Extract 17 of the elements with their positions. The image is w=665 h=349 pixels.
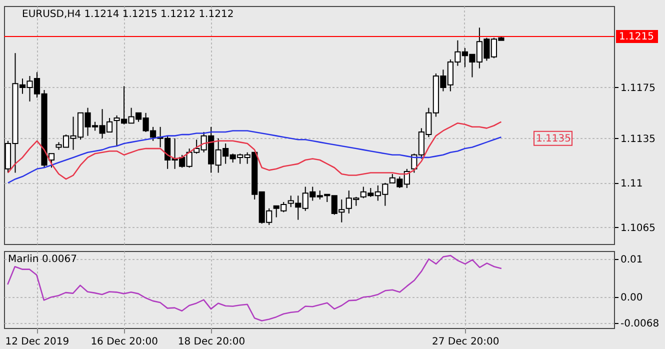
ref-line-label: 1.1215: [619, 32, 654, 43]
line-series: [7, 130, 502, 184]
y-tick-label: 0.00: [620, 292, 643, 304]
y-tick-label: 1.11: [620, 178, 643, 190]
y-tick-label: -0.0068: [620, 318, 660, 330]
x-tick-label: 16 Dec 20:00: [90, 336, 158, 348]
annotation: 1.1135: [536, 133, 571, 144]
chart-title: Marlin 0.0067: [8, 254, 77, 265]
y-tick-label: 1.1175: [620, 82, 656, 94]
line-series: [6, 254, 502, 322]
x-tick-label: 27 Dec 20:00: [432, 336, 500, 348]
y-tick-label: 1.1065: [620, 222, 656, 234]
x-tick-label: 12 Dec 2019: [5, 336, 70, 348]
y-tick-label: 1.1135: [620, 134, 656, 145]
x-tick-label: 18 Dec 20:00: [178, 336, 246, 348]
chart-title: EURUSD,H4 1.1214 1.1215 1.1212 1.1212: [22, 9, 234, 20]
y-tick-label: 0.01: [620, 254, 643, 266]
